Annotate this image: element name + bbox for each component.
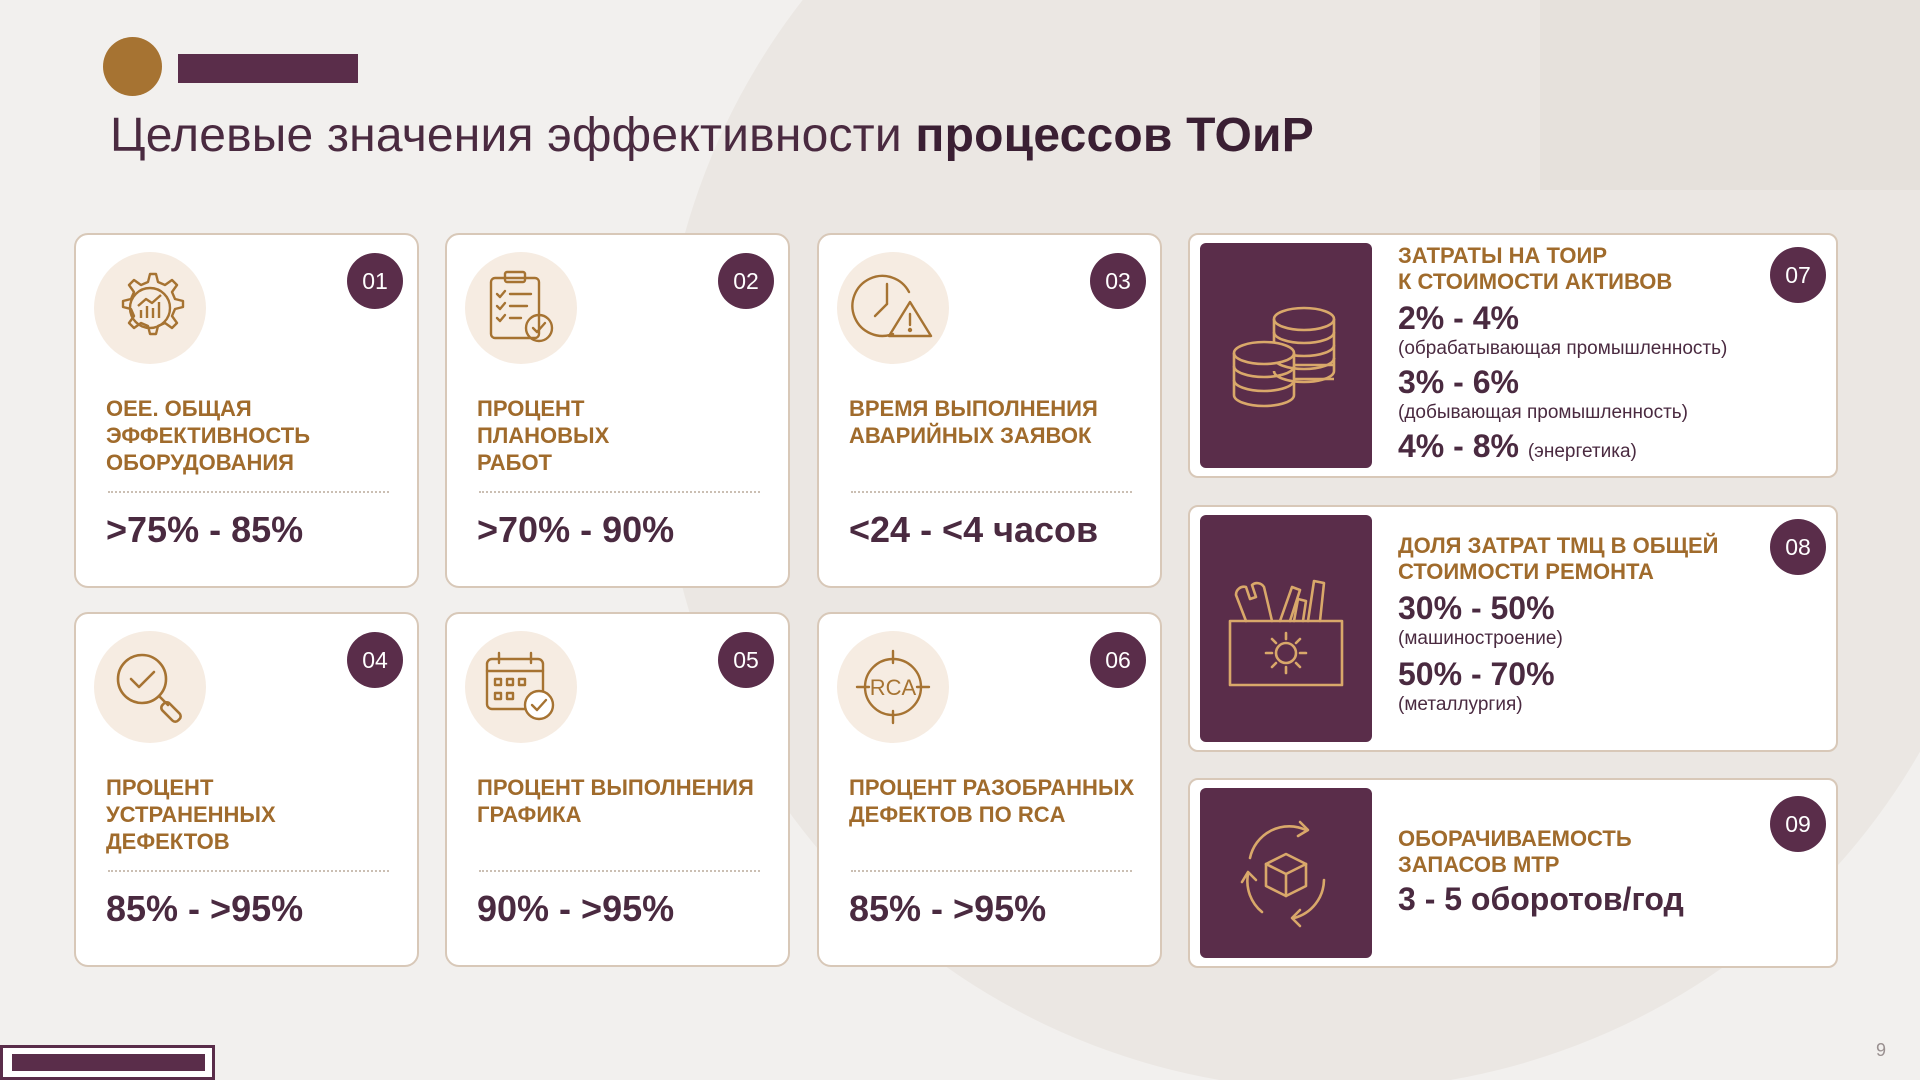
card-number-badge: 08 bbox=[1770, 519, 1826, 575]
card-value-1: 2% - 4% bbox=[1398, 300, 1519, 336]
card-number-badge: 02 bbox=[718, 253, 774, 309]
rca-target-icon: RCA bbox=[837, 631, 949, 743]
divider bbox=[108, 870, 389, 872]
card-note-3: (энергетика) bbox=[1527, 441, 1637, 462]
card-label: Процент разобранных дефектов по RCA bbox=[849, 775, 1135, 827]
card-value: <24 - <4 часов bbox=[849, 509, 1099, 550]
background-rect bbox=[1540, 0, 1920, 190]
card-label: OEE. Общая эффективность оборудования bbox=[106, 396, 311, 475]
divider bbox=[851, 870, 1132, 872]
kpi-card-03: 03 Время выполнения аварийных заявок <24… bbox=[817, 233, 1162, 588]
card-label-line1: Затраты на ТОиР bbox=[1398, 243, 1608, 268]
card-value: 85% - >95% bbox=[849, 888, 1047, 929]
card-number-badge: 04 bbox=[347, 632, 403, 688]
card-note-1: (обрабатывающая промышленность) bbox=[1398, 338, 1728, 359]
card-number-badge: 05 bbox=[718, 632, 774, 688]
card-label: Доля затрат ТМЦ в общей стоимости ремонт… bbox=[1398, 533, 1719, 584]
divider bbox=[851, 491, 1132, 493]
card-note-2: (металлургия) bbox=[1398, 694, 1523, 715]
kpi-card-01: 01 OEE. Общая эффективность оборудования… bbox=[74, 233, 419, 588]
card-number-badge: 03 bbox=[1090, 253, 1146, 309]
card-label: Процент устраненных дефектов bbox=[106, 775, 276, 854]
card-value-2: 50% - 70% bbox=[1398, 656, 1555, 692]
box-cycle-icon bbox=[1200, 788, 1372, 958]
card-number-badge: 01 bbox=[347, 253, 403, 309]
card-value: >70% - 90% bbox=[477, 509, 675, 550]
gear-chart-icon bbox=[94, 252, 206, 364]
clipboard-check-icon bbox=[465, 252, 577, 364]
card-value: 90% - >95% bbox=[477, 888, 675, 929]
card-note-1: (машиностроение) bbox=[1398, 628, 1563, 649]
kpi-card-06: RCA 06 Процент разобранных дефектов по R… bbox=[817, 612, 1162, 967]
logo-bar bbox=[178, 54, 358, 83]
card-value: >75% - 85% bbox=[106, 509, 304, 550]
magnifier-check-icon bbox=[94, 631, 206, 743]
title-bold: процессов ТОиР bbox=[915, 109, 1314, 162]
card-value: 85% - >95% bbox=[106, 888, 304, 929]
card-content: Затраты на ТОиР к стоимости активов 2% -… bbox=[1398, 243, 1778, 471]
calendar-check-icon bbox=[465, 631, 577, 743]
title-regular: Целевые значения эффективности bbox=[110, 109, 916, 162]
kpi-card-08: 08 Доля затрат ТМЦ в общей стоимости рем… bbox=[1188, 505, 1838, 752]
card-number-badge: 06 bbox=[1090, 632, 1146, 688]
card-note-2: (добывающая промышленность) bbox=[1398, 402, 1689, 423]
card-label: Оборачиваемость запасов МТР bbox=[1398, 826, 1632, 877]
rca-icon-text: RCA bbox=[870, 675, 917, 700]
coins-stack-icon bbox=[1200, 243, 1372, 468]
card-value-1: 3 - 5 оборотов/год bbox=[1398, 881, 1684, 917]
card-label: Время выполнения аварийных заявок bbox=[849, 396, 1098, 448]
kpi-card-09: 09 Оборачиваемость запасов МТР 3 - 5 обо… bbox=[1188, 778, 1838, 968]
logo-dot bbox=[103, 37, 162, 96]
card-number-badge: 09 bbox=[1770, 796, 1826, 852]
slide-title: Целевые значения эффективности процессов… bbox=[110, 108, 1314, 163]
divider bbox=[479, 491, 760, 493]
divider bbox=[479, 870, 760, 872]
card-value-3-row: 4% - 8% (энергетика) bbox=[1398, 427, 1778, 471]
card-content: Доля затрат ТМЦ в общей стоимости ремонт… bbox=[1398, 533, 1778, 717]
divider bbox=[108, 491, 389, 493]
card-label: Процент плановых работ bbox=[477, 396, 610, 475]
clock-warning-icon bbox=[837, 252, 949, 364]
toolbox-gear-icon bbox=[1200, 515, 1372, 742]
footer-bar-inner bbox=[12, 1054, 205, 1071]
kpi-card-07: 07 Затраты на ТОиР к стоимости активов 2… bbox=[1188, 233, 1838, 478]
card-label-line2: к стоимости активов bbox=[1398, 269, 1673, 294]
card-label: Процент выполнения графика bbox=[477, 775, 754, 827]
card-value-2: 3% - 6% bbox=[1398, 364, 1519, 400]
footer-bar bbox=[0, 1045, 215, 1080]
card-content: Оборачиваемость запасов МТР 3 - 5 оборот… bbox=[1398, 826, 1778, 918]
kpi-card-05: 05 Процент выполнения графика 90% - >95% bbox=[445, 612, 790, 967]
card-value-1: 30% - 50% bbox=[1398, 590, 1555, 626]
kpi-card-04: 04 Процент устраненных дефектов 85% - >9… bbox=[74, 612, 419, 967]
page-number: 9 bbox=[1875, 1040, 1886, 1060]
card-number-badge: 07 bbox=[1770, 247, 1826, 303]
card-value-3: 4% - 8% bbox=[1398, 428, 1519, 464]
kpi-card-02: 02 Процент плановых работ >70% - 90% bbox=[445, 233, 790, 588]
